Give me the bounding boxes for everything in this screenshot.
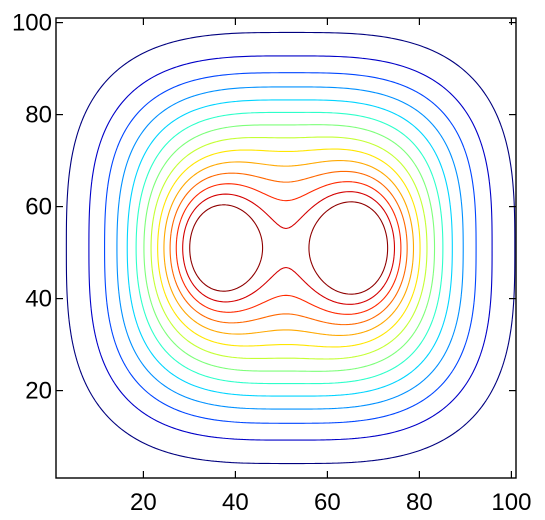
contour-level-1 (65, 31, 516, 465)
y-tick-label: 80 (25, 102, 52, 129)
contour-level-2 (88, 55, 493, 441)
contour-level-8 (150, 136, 428, 360)
contour-level-12 (175, 181, 402, 315)
y-tick-label: 60 (25, 194, 52, 221)
contour-level-5 (126, 99, 453, 397)
contour-level-9 (157, 148, 421, 348)
contour-level-11 (169, 170, 408, 326)
x-tick-label: 100 (491, 489, 531, 516)
contour-lines (65, 31, 516, 465)
contour-level-7 (143, 124, 436, 372)
contour-level-13 (182, 191, 396, 305)
contour-level-10 (163, 160, 415, 336)
x-tick-label: 80 (406, 489, 433, 516)
x-tick-label: 60 (314, 489, 341, 516)
y-tick-label: 20 (25, 378, 52, 405)
axis-ticks (56, 18, 516, 478)
x-tick-label: 20 (130, 489, 157, 516)
contour-level-14 (189, 201, 389, 295)
y-tick-label: 100 (12, 10, 52, 37)
x-axis-tick-labels: 20 40 60 80 100 (130, 489, 531, 516)
x-tick-label: 40 (222, 489, 249, 516)
y-axis-tick-labels: 20 40 60 80 100 (12, 10, 52, 405)
contour-level-6 (135, 111, 444, 385)
contour-level-3 (104, 72, 477, 424)
contour-level-4 (116, 86, 464, 410)
plot-area (55, 17, 517, 479)
y-tick-label: 40 (25, 286, 52, 313)
